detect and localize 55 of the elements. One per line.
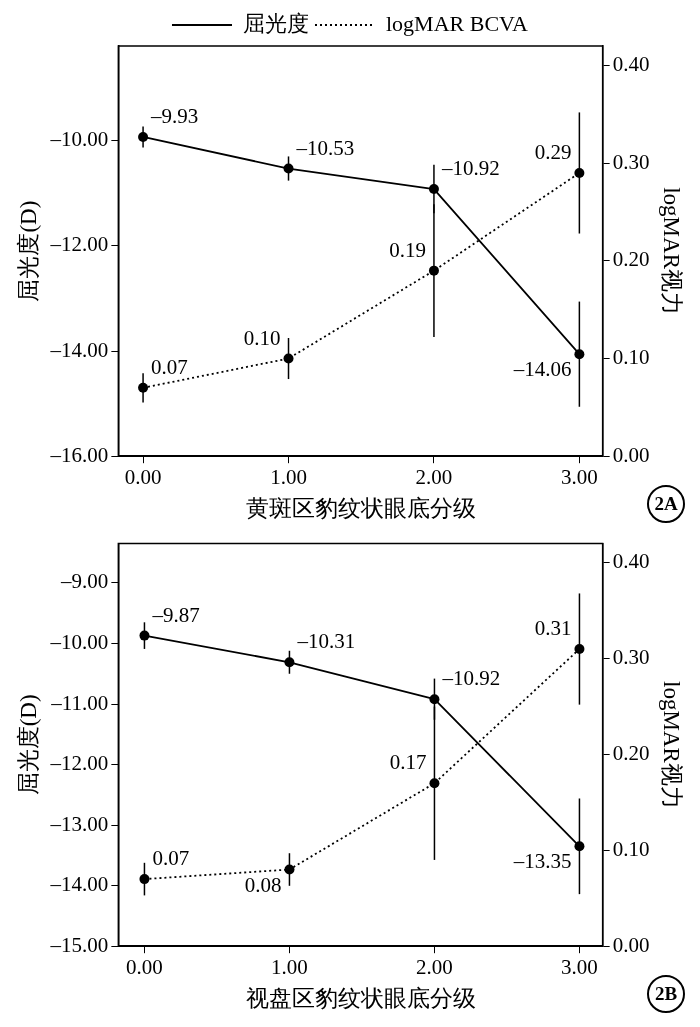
y-tick-label: –14.00 <box>49 872 109 897</box>
data-label: 0.19 <box>389 237 426 262</box>
x-axis-title: 视盘区豹纹状眼底分级 <box>245 986 476 1012</box>
data-label: –9.87 <box>151 602 200 627</box>
text: 2B <box>654 982 678 1004</box>
y2-tick-label: 0.00 <box>612 442 650 467</box>
x-tick-label: 1.00 <box>271 955 308 980</box>
y-axis-title: 屈光度(D) <box>15 694 41 796</box>
data-label: 0.29 <box>534 139 572 164</box>
y-tick-label: –12.00 <box>49 751 109 776</box>
data-label: 0.08 <box>244 872 282 897</box>
data-label: –10.31 <box>296 629 356 654</box>
y2-tick-label: 0.40 <box>612 52 650 77</box>
data-label: 0.17 <box>389 750 427 775</box>
x-axis-title: 黄斑区豹纹状眼底分级 <box>245 496 476 522</box>
x-tick-label: 3.00 <box>561 955 598 980</box>
text: 2A <box>654 492 678 514</box>
data-label: 0.07 <box>152 846 190 871</box>
data-label: –10.92 <box>441 666 501 691</box>
y-axis-title: 屈光度(D) <box>15 200 41 302</box>
x-tick-label: 2.00 <box>415 465 453 490</box>
x-tick-label: 1.00 <box>270 465 307 490</box>
data-label: –10.53 <box>295 135 355 160</box>
y-tick-label: –15.00 <box>49 932 109 957</box>
y2-tick-label: 0.10 <box>612 836 650 861</box>
data-label: 0.10 <box>243 325 281 350</box>
y-tick-label: –9.00 <box>60 569 109 594</box>
data-label: –10.92 <box>440 156 500 181</box>
data-label: –9.93 <box>150 104 199 128</box>
x-tick-label: 0.00 <box>126 955 163 980</box>
y-tick-label: –11.00 <box>50 690 109 715</box>
y2-tick-label: 0.30 <box>612 645 650 670</box>
x-tick-label: 0.00 <box>124 465 162 490</box>
y-tick-label: –16.00 <box>49 442 109 467</box>
data-label: 0.07 <box>151 354 188 379</box>
y2-tick-label: 0.20 <box>612 247 650 272</box>
y2-axis-title: logMAR视力 <box>659 681 685 809</box>
y-tick-label: –13.00 <box>49 811 109 836</box>
legend-label: logMAR BCVA <box>385 10 529 36</box>
data-label: 0.31 <box>534 616 572 641</box>
y-tick-label: –14.00 <box>49 337 109 362</box>
y-tick-label: –10.00 <box>49 127 109 152</box>
y2-tick-label: 0.40 <box>612 549 650 574</box>
data-label: –14.06 <box>512 357 572 382</box>
y2-tick-label: 0.00 <box>612 932 650 957</box>
x-tick-label: 3.00 <box>561 465 598 490</box>
data-label: –13.35 <box>512 849 572 874</box>
legend-label: 屈光度 <box>242 10 309 36</box>
y2-tick-label: 0.10 <box>612 345 650 370</box>
y2-tick-label: 0.30 <box>612 149 650 174</box>
y-tick-label: –10.00 <box>49 630 109 655</box>
x-tick-label: 2.00 <box>416 955 453 980</box>
y2-tick-label: 0.20 <box>612 741 650 765</box>
y-tick-label: –12.00 <box>49 232 109 257</box>
y2-axis-title: logMAR视力 <box>659 187 685 315</box>
